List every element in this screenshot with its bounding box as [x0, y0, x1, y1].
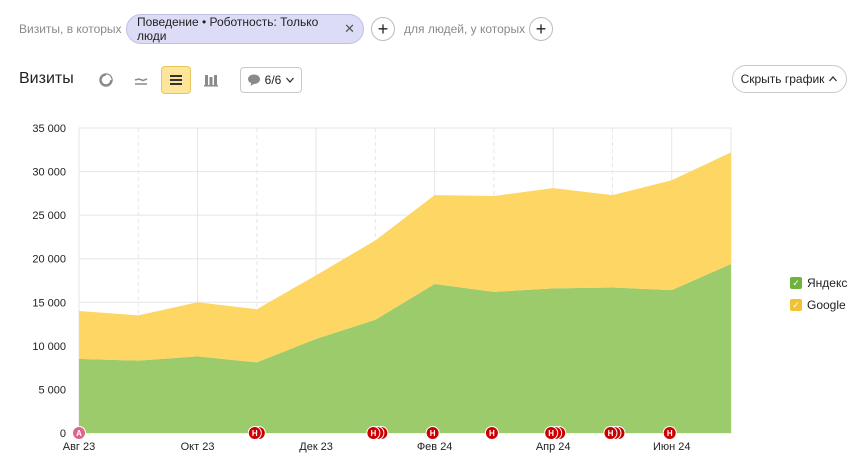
- segment-chip[interactable]: Поведение • Роботность: Только люди ✕: [126, 14, 364, 44]
- y-tick-label: 15 000: [32, 297, 66, 309]
- note-marker-bubble: [484, 426, 499, 440]
- data-point[interactable]: [491, 193, 497, 199]
- data-point[interactable]: [195, 299, 201, 305]
- note-marker-bubble: [662, 426, 677, 440]
- data-point[interactable]: [550, 185, 556, 191]
- segment-chip-label: Поведение • Роботность: Только люди: [137, 15, 319, 43]
- note-marker[interactable]: Н: [544, 426, 567, 440]
- note-marker-label: Н: [489, 429, 495, 438]
- data-point[interactable]: [135, 312, 141, 318]
- line-chart-button[interactable]: [126, 66, 156, 94]
- note-marker[interactable]: Н: [484, 426, 499, 440]
- notes-count: 6/6: [264, 73, 282, 87]
- data-point[interactable]: [76, 308, 82, 314]
- x-tick-label: Окт 23: [181, 441, 215, 453]
- note-marker[interactable]: Н: [425, 426, 440, 440]
- y-tick-label: 20 000: [32, 254, 66, 266]
- note-marker-label: Н: [548, 429, 554, 438]
- note-marker[interactable]: Н: [603, 426, 626, 440]
- x-tick-label: Дек 23: [299, 441, 333, 453]
- note-marker-label: Н: [608, 429, 614, 438]
- add-visit-condition-button[interactable]: +: [371, 17, 395, 41]
- note-marker-label: Н: [667, 429, 673, 438]
- note-marker-bubble: [603, 426, 618, 440]
- data-point[interactable]: [609, 192, 615, 198]
- area-series-google[interactable]: [79, 152, 731, 363]
- note-marker-bubble: [366, 426, 381, 440]
- filter-middle-text: для людей, у которых: [404, 22, 526, 36]
- filter-bar: Визиты, в которых Поведение • Роботность…: [0, 14, 850, 46]
- legend-label-yandex: Яндекс: [807, 276, 848, 290]
- data-point[interactable]: [432, 192, 438, 198]
- x-tick-label: Авг 23: [63, 441, 95, 453]
- note-marker-label: Н: [430, 429, 436, 438]
- plus-icon: +: [535, 19, 547, 39]
- hide-chart-label: Скрыть график: [740, 72, 825, 86]
- plus-icon: +: [377, 19, 389, 39]
- note-marker[interactable]: А: [72, 426, 86, 440]
- note-marker-bubble: [72, 426, 86, 440]
- chart-legend: ✓ Яндекс ✓ Google: [790, 272, 847, 316]
- close-icon[interactable]: ✕: [344, 21, 355, 36]
- legend-item-google[interactable]: ✓ Google: [790, 294, 847, 316]
- legend-item-yandex[interactable]: ✓ Яндекс: [790, 272, 847, 294]
- stacked-area-icon: [170, 75, 182, 85]
- y-tick-label: 10 000: [32, 341, 66, 353]
- chevron-down-icon: [286, 77, 295, 83]
- filter-lead-text: Визиты, в которых: [19, 22, 122, 36]
- bar-chart-icon: [204, 75, 218, 87]
- notes-toggle-button[interactable]: 6/6: [240, 67, 302, 93]
- data-point[interactable]: [728, 149, 734, 155]
- metric-title: Визиты: [19, 70, 74, 87]
- x-tick-label: Июн 24: [653, 441, 691, 453]
- stacked-area-button[interactable]: [161, 66, 191, 94]
- note-marker-bubble: [425, 426, 440, 440]
- note-marker-bubble: [247, 426, 262, 440]
- y-tick-label: 0: [60, 428, 66, 440]
- chevron-up-icon: [829, 76, 838, 82]
- area-series-yandex[interactable]: [79, 263, 731, 433]
- y-tick-label: 5 000: [38, 384, 66, 396]
- x-tick-label: Апр 24: [536, 441, 571, 453]
- legend-label-google: Google: [807, 298, 846, 312]
- note-marker-bubble: [544, 426, 559, 440]
- note-marker[interactable]: Н: [662, 426, 677, 440]
- data-point[interactable]: [669, 177, 675, 183]
- comment-icon: [247, 74, 260, 86]
- line-chart-icon: [134, 78, 148, 85]
- note-marker-label: А: [76, 429, 82, 438]
- checkbox-icon[interactable]: ✓: [790, 299, 802, 311]
- note-marker-label: Н: [370, 429, 376, 438]
- y-tick-label: 25 000: [32, 210, 66, 222]
- note-marker[interactable]: Н: [247, 426, 266, 440]
- add-user-condition-button[interactable]: +: [529, 17, 553, 41]
- data-point[interactable]: [372, 237, 378, 243]
- checkbox-icon[interactable]: ✓: [790, 277, 802, 289]
- bar-chart-button[interactable]: [196, 66, 226, 94]
- note-marker[interactable]: Н: [366, 426, 389, 440]
- pie-chart-button[interactable]: [91, 66, 121, 94]
- data-point[interactable]: [313, 272, 319, 278]
- pie-chart-icon: [99, 73, 113, 87]
- note-marker-label: Н: [252, 429, 258, 438]
- data-point[interactable]: [254, 306, 260, 312]
- x-tick-label: Фев 24: [417, 441, 453, 453]
- y-tick-label: 35 000: [32, 123, 66, 135]
- y-tick-label: 30 000: [32, 167, 66, 179]
- hide-chart-button[interactable]: Скрыть график: [732, 65, 847, 93]
